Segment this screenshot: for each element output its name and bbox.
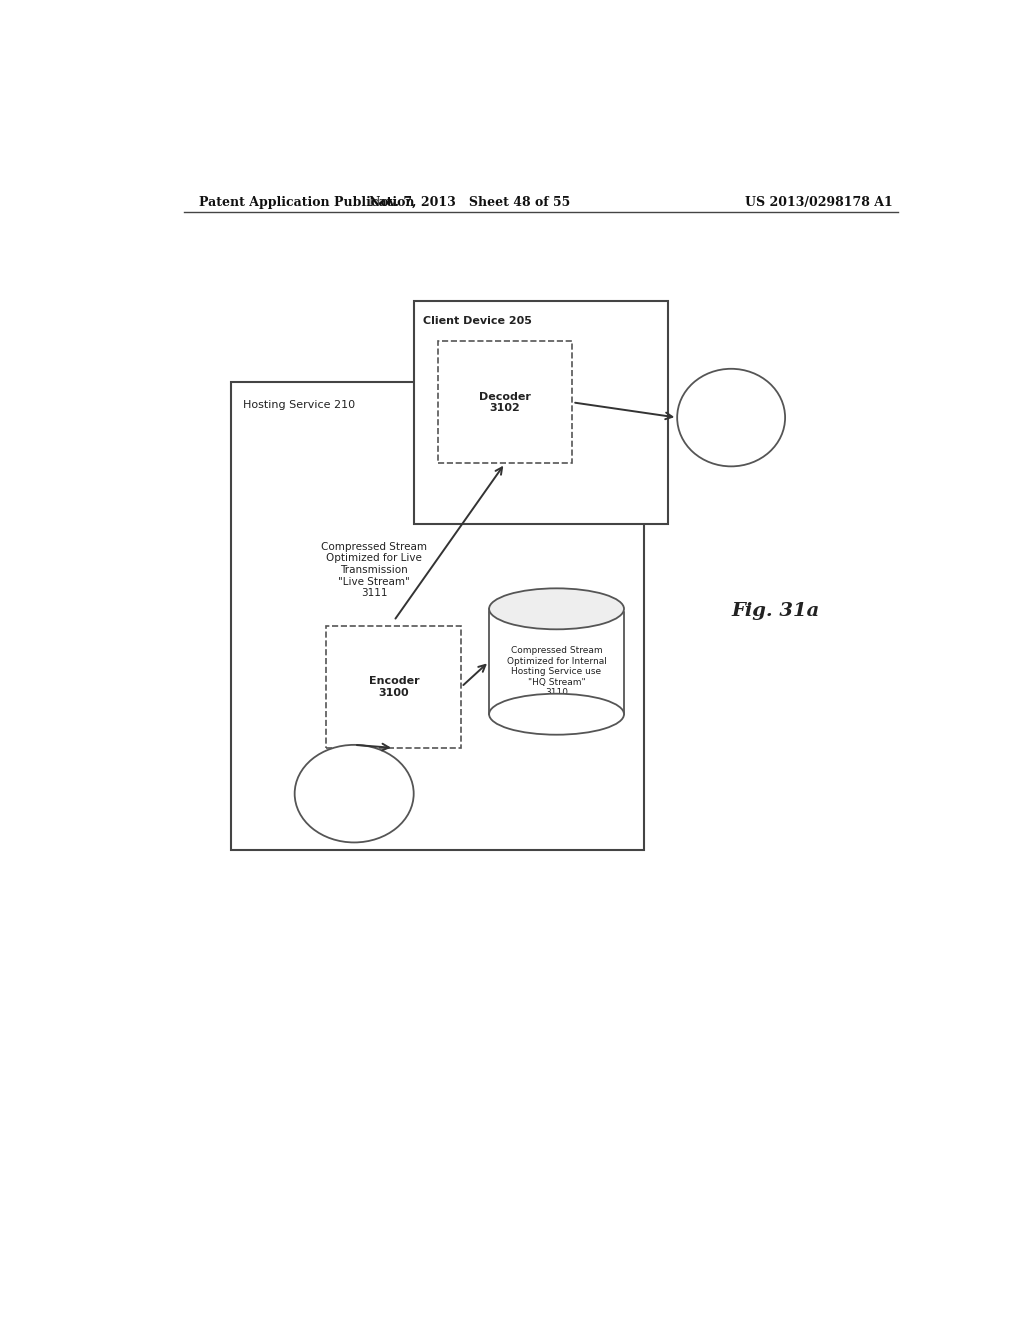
Bar	[327, 626, 461, 748]
Ellipse shape	[295, 744, 414, 842]
Text: Decompressed
Video Stream: Decompressed Video Stream	[692, 407, 770, 429]
Text: Compressed Stream
Optimized for Live
Transmission
"Live Stream"
3111: Compressed Stream Optimized for Live Tra…	[321, 541, 427, 598]
Ellipse shape	[489, 589, 624, 630]
Text: US 2013/0298178 A1: US 2013/0298178 A1	[744, 195, 892, 209]
Text: Compressed Stream
Optimized for Internal
Hosting Service use
"HQ Stream"
3110: Compressed Stream Optimized for Internal…	[507, 647, 606, 697]
Ellipse shape	[489, 694, 624, 735]
Text: Decoder
3102: Decoder 3102	[479, 392, 530, 413]
Bar	[489, 609, 624, 714]
Text: Client Device 205: Client Device 205	[423, 315, 532, 326]
Text: Hosting Service 210: Hosting Service 210	[243, 400, 355, 411]
Text: Fig. 31a: Fig. 31a	[731, 602, 819, 619]
Bar	[437, 342, 572, 463]
Text: Uncompressed
Video Stream: Uncompressed Video Stream	[315, 783, 393, 804]
Text: Nov. 7, 2013   Sheet 48 of 55: Nov. 7, 2013 Sheet 48 of 55	[369, 195, 570, 209]
Text: Patent Application Publication: Patent Application Publication	[200, 195, 415, 209]
Bar	[231, 381, 644, 850]
Bar	[414, 301, 668, 524]
Text: Encoder
3100: Encoder 3100	[369, 676, 419, 698]
Ellipse shape	[677, 368, 785, 466]
